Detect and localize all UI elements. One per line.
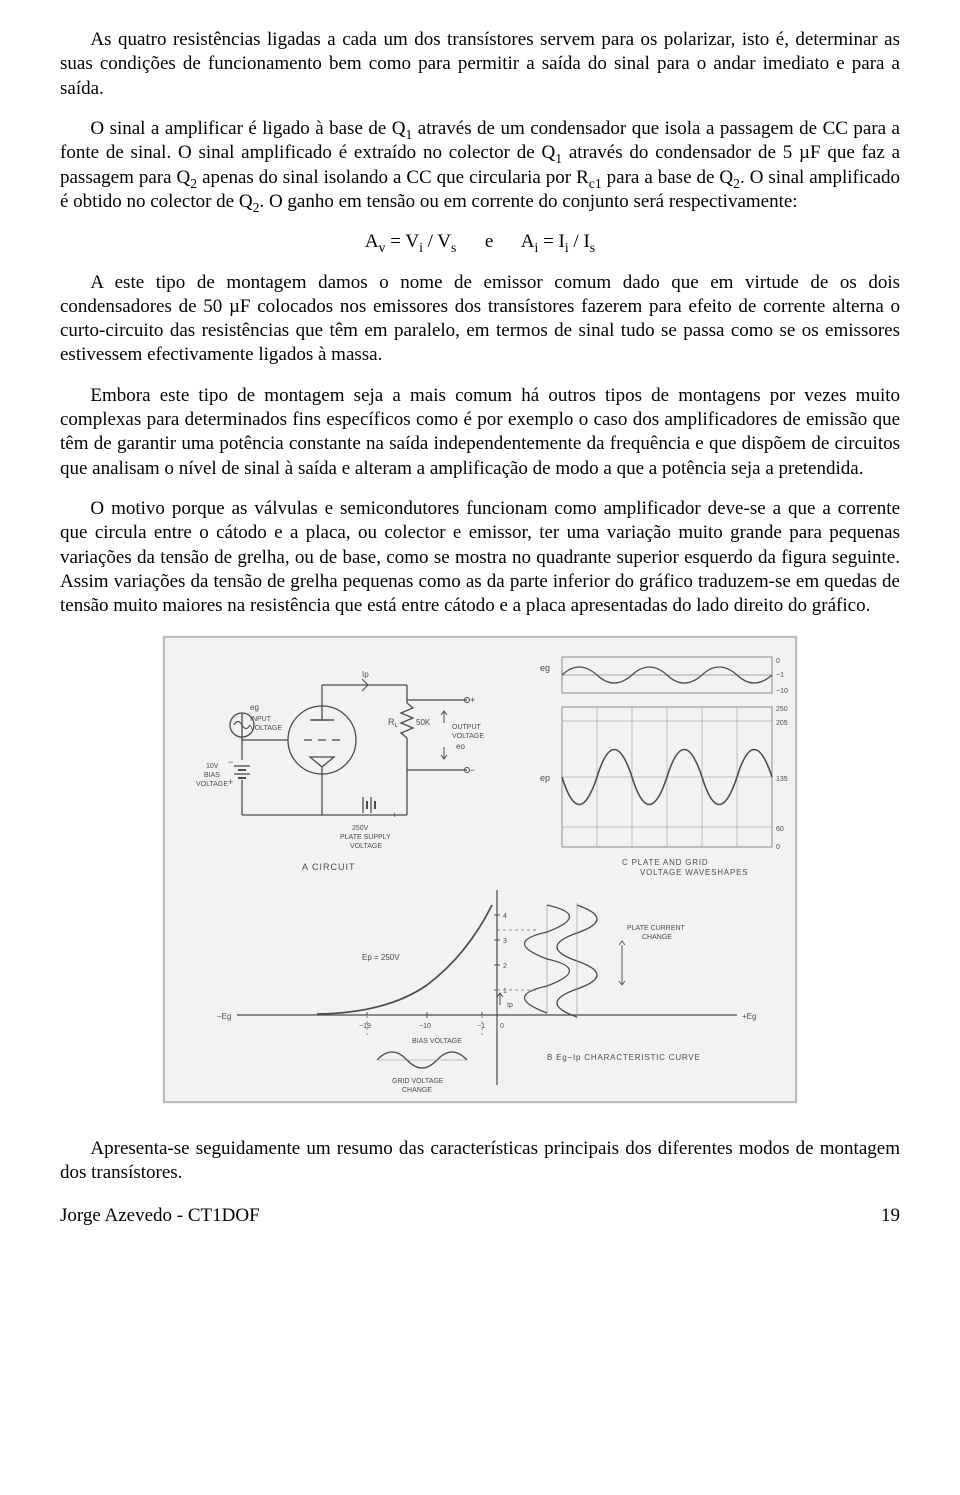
paragraph-4: Embora este tipo de montagem seja a mais…	[60, 384, 900, 481]
p2-sub4: c1	[589, 175, 602, 190]
paragraph-3: A este tipo de montagem damos o nome de …	[60, 271, 900, 368]
footer-page: 19	[881, 1204, 900, 1228]
panelA-title: A CIRCUIT	[302, 862, 356, 872]
panelB-Ip: Ip	[507, 1002, 513, 1009]
svg-text:−: −	[470, 765, 475, 775]
panelC-egt0: 0	[776, 658, 780, 665]
panelC-ept4: 0	[776, 844, 780, 851]
panelA-bias1: 10V	[206, 763, 219, 770]
panelB-biasv: BIAS VOLTAGE	[412, 1038, 462, 1045]
p2-sub5: 2	[733, 175, 740, 190]
panelA-plate3: VOLTAGE	[350, 843, 382, 850]
panelA-plate1: 250V	[352, 825, 369, 832]
panelA-inv2: VOLTAGE	[250, 725, 282, 732]
panelB-gv1: GRID VOLTAGE	[392, 1078, 444, 1085]
svg-text:−: −	[228, 757, 233, 767]
p2-seg5: para a base de Q	[602, 167, 733, 188]
panelB-pc2: CHANGE	[642, 934, 672, 941]
paragraph-6: Apresenta-se seguidamente um resumo das …	[60, 1137, 900, 1186]
eq-slash2: / I	[569, 231, 590, 252]
panelB-ep: Ep = 250V	[362, 953, 400, 962]
panelA-Ip: Ip	[362, 670, 369, 679]
panelA-inv1: INPUT	[250, 716, 272, 723]
panelB-negEg: −Eg	[217, 1012, 231, 1021]
eq-Ai: A	[521, 231, 535, 252]
p2-seg7: . O ganho em tensão ou em corrente do co…	[259, 191, 797, 212]
panelB-yt1: 2	[503, 963, 507, 970]
svg-text:+: +	[470, 695, 475, 705]
panelC-ept2: 135	[776, 776, 788, 783]
svg-text:+: +	[228, 777, 233, 787]
panelC-ept1: 205	[776, 720, 788, 727]
panelC-title: C PLATE AND GRID	[622, 858, 708, 867]
paragraph-5: O motivo porque as válvulas e semicondut…	[60, 497, 900, 619]
eq-Is-sub: s	[590, 240, 595, 255]
figure-container: Ip RL 50K OUTPUT VOLTAGE eo + − + − 250V…	[60, 635, 900, 1111]
panelA-eg: eg	[250, 703, 259, 712]
page-footer: Jorge Azevedo - CT1DOF 19	[60, 1204, 900, 1228]
panelB-gv2: CHANGE	[402, 1087, 432, 1094]
panelA-bias2: BIAS	[204, 772, 220, 779]
panelC-ept3: 60	[776, 826, 784, 833]
paragraph-2: O sinal a amplificar é ligado à base de …	[60, 117, 900, 214]
footer-author: Jorge Azevedo - CT1DOF	[60, 1204, 260, 1228]
panelB-yt0: 1	[503, 988, 507, 995]
panelA-output2: VOLTAGE	[452, 733, 484, 740]
panelB-xt0: −19	[359, 1023, 371, 1030]
eq-slash1: / V	[423, 231, 451, 252]
eq-gap: e	[456, 231, 520, 252]
panelC-egt1: −1	[776, 672, 784, 679]
panelB-posEg: +Eg	[742, 1012, 756, 1021]
panelB-yt2: 3	[503, 938, 507, 945]
panelB-xt3: 0	[500, 1023, 504, 1030]
circuit-figure: Ip RL 50K OUTPUT VOLTAGE eo + − + − 250V…	[162, 635, 798, 1104]
panelC-title2: VOLTAGE WAVESHAPES	[640, 868, 748, 877]
panelA-plate2: PLATE SUPPLY	[340, 834, 391, 841]
p2-seg4: apenas do sinal isolando a CC que circul…	[197, 167, 589, 188]
panelC-eg: eg	[540, 663, 550, 673]
panelB-pc1: PLATE CURRENT	[627, 925, 686, 932]
panelC-ept0: 250	[776, 706, 788, 713]
eq-eq2: = I	[538, 231, 565, 252]
p2-seg1: O sinal a amplificar é ligado à base de …	[90, 118, 405, 139]
panelB-yt3: 4	[503, 913, 507, 920]
eq-eq1: = V	[385, 231, 419, 252]
svg-text:+: +	[392, 810, 397, 820]
panelA-output1: OUTPUT	[452, 724, 482, 731]
equation-line: Av = Vi / Vs e Ai = Ii / Is	[60, 230, 900, 254]
panelC-egt2: −10	[776, 688, 788, 695]
paragraph-1: As quatro resistências ligadas a cada um…	[60, 28, 900, 101]
panelA-bias3: VOLTAGE	[196, 781, 228, 788]
panelA-eo: eo	[456, 742, 465, 751]
panelA-RL-val: 50K	[416, 718, 431, 727]
panelB-title: B Eg−Ip CHARACTERISTIC CURVE	[547, 1053, 701, 1062]
svg-text:−: −	[350, 810, 355, 820]
panelB-xt1: −10	[419, 1023, 431, 1030]
eq-Av: A	[365, 231, 379, 252]
panelC-ep: ep	[540, 773, 550, 783]
panelB-xt2: −1	[477, 1023, 485, 1030]
